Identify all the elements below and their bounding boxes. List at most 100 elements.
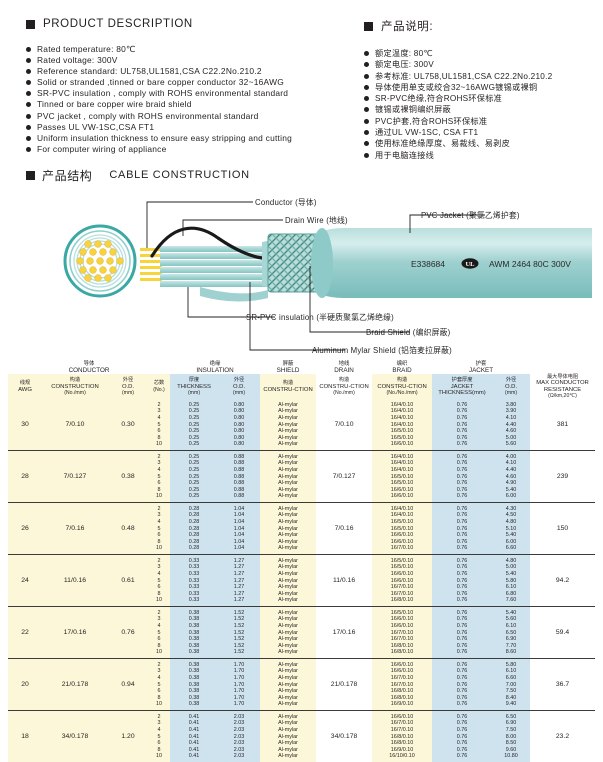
table-row: 18 34/0.178 1.20 2 3 4 5 6 8 10 0.41 0.41 0.41 0.41 0.…	[8, 710, 596, 762]
cell-jacket-thickness: 0.76 0.76 0.76 0.76 0.76 0.76 0.76	[432, 554, 493, 608]
round-bullet-icon	[26, 124, 31, 130]
col-cn: 芯数	[153, 380, 165, 387]
cell-shield: Al-mylar Al-mylar Al-mylar Al-mylar Al-mylar…	[260, 502, 317, 556]
specification-table: 导体 CONDUCTOR 绝缘 INSULATION 屏蔽 SHIELD 地线 …	[8, 360, 596, 762]
bullet-text: PVC护套,符合ROHS环保标准	[375, 116, 488, 126]
group-label-en: CONDUCTOR	[68, 366, 110, 374]
ins-thickness-stack: 0.38 0.38 0.38 0.38 0.38 0.38 0.38	[188, 609, 200, 656]
bullet-text: 使用标准绝缘厚度、易裁线、易剥皮	[375, 139, 511, 149]
col-cn: 构造	[396, 377, 408, 384]
list-item: Rated temperature: 80℃	[26, 44, 340, 55]
cell-resistance: 23.2	[530, 710, 596, 762]
col-cn: 外径	[505, 377, 517, 384]
cell-conductor-od: 0.94	[108, 658, 148, 712]
list-item: 导体使用单支或绞合32~16AWG镀锡或裸铜	[364, 82, 603, 93]
cell-insulation-thickness: 0.41 0.41 0.41 0.41 0.41 0.41 0.41	[170, 710, 219, 762]
cell-jacket-od: 4.00 4.10 4.40 4.60 4.90 5.40 6.00	[492, 450, 531, 504]
table-row: 20 21/0.178 0.94 2 3 4 5 6 8 10 0.38 0.38 0.38 0.38 0.…	[8, 658, 596, 712]
round-bullet-icon	[364, 96, 369, 102]
cell-conductor-construction: 7/0.16	[42, 502, 108, 556]
col-cn: 厚度	[188, 377, 200, 384]
col-en: CONSTRUCTION	[51, 383, 99, 390]
cable-construction-diagram: E338684 UL AWM 2464 80C 300V Conductor (…	[0, 186, 603, 361]
list-item: 使用标准绝缘厚度、易裁线、易剥皮	[364, 138, 603, 149]
bullet-text: Tinned or bare copper wire braid shield	[37, 99, 192, 110]
shield-stack: Al-mylar Al-mylar Al-mylar Al-mylar Al-mylar…	[278, 661, 298, 708]
group-label-cn: 屏蔽	[282, 360, 294, 367]
jacket-od-stack: 3.80 3.90 4.10 4.40 4.60 5.00 5.60	[505, 401, 517, 448]
cell-drain: 7/0.10	[316, 399, 373, 452]
cable-construction-header: 产品结构 CABLE CONSTRUCTION	[0, 161, 603, 184]
callout-leader-lines	[146, 201, 485, 351]
cell-conductor-construction: 21/0.178	[42, 658, 108, 712]
cell-shield: Al-mylar Al-mylar Al-mylar Al-mylar Al-mylar…	[260, 658, 317, 712]
ins-thickness-stack: 0.25 0.25 0.25 0.25 0.25 0.25 0.25	[188, 453, 200, 500]
jacket-thickness-stack: 0.76 0.76 0.76 0.76 0.76 0.76 0.76	[456, 661, 468, 708]
cores-stack: 2 3 4 5 6 8 10	[156, 661, 162, 708]
callout-drain-wire: Drain Wire (地线)	[285, 215, 348, 225]
round-bullet-icon	[364, 84, 369, 90]
callout-aluminum-mylar: Aluminum Mylar Shield (铝箔麦拉屏蔽)	[312, 345, 452, 355]
col-unit: (No./mm)	[64, 389, 86, 396]
specification-table-body: 30 7/0.10 0.30 2 3 4 5 6 8 10 0.25 0.25 0.25 0.25 0.25…	[8, 399, 596, 762]
col-awg: 线规 AWG	[8, 374, 42, 400]
jacket-od-stack: 4.00 4.10 4.40 4.60 4.90 5.40 6.00	[505, 453, 517, 500]
construction-title-cn: 产品结构	[42, 168, 93, 183]
cell-cores: 2 3 4 5 6 8 10	[148, 399, 171, 452]
cell-insulation-thickness: 0.38 0.38 0.38 0.38 0.38 0.38 0.38	[170, 606, 219, 660]
jacket-thickness-stack: 0.76 0.76 0.76 0.76 0.76 0.76 0.76	[456, 609, 468, 656]
square-bullet-icon	[26, 19, 35, 29]
col-en: THICKNESS	[177, 383, 211, 390]
cell-braid: 16/6/0.10 16/6/0.10 16/7/0.10 16/7/0.10 16/8…	[372, 658, 433, 712]
shield-stack: Al-mylar Al-mylar Al-mylar Al-mylar Al-mylar…	[278, 401, 298, 448]
ins-od-stack: 0.80 0.80 0.80 0.80 0.80 0.80 0.80	[233, 401, 245, 448]
list-item: 参考标准: UL758,UL1581,CSA C22.2No.210.2	[364, 71, 603, 82]
jacket-thickness-stack: 0.76 0.76 0.76 0.76 0.76 0.76 0.76	[456, 713, 468, 760]
group-label-en: BRAID	[392, 366, 412, 374]
braid-stack: 16/4/0.10 16/4/0.10 16/5/0.10 16/5/0.10 16/6…	[390, 505, 414, 552]
cell-drain: 7/0.127	[316, 450, 373, 504]
group-label-cn: 编织	[396, 360, 408, 367]
col-unit: (mm)	[187, 389, 201, 396]
ins-od-stack: 2.03 2.03 2.03 2.03 2.03 2.03 2.03	[233, 713, 245, 760]
jacket-od-stack: 5.80 6.10 6.60 7.00 7.50 8.40 9.40	[505, 661, 517, 708]
col-en: AWG	[18, 386, 32, 393]
list-item: 额定温度: 80℃	[364, 48, 603, 59]
bullet-text: Uniform insulation thickness to ensure e…	[37, 132, 293, 143]
pvc-jacket-shape	[320, 227, 592, 298]
round-bullet-icon	[26, 135, 31, 141]
round-bullet-icon	[26, 102, 31, 108]
list-item: Tinned or bare copper wire braid shield	[26, 99, 340, 110]
product-description-title-cn: 产品说明:	[364, 18, 603, 34]
list-item: PVC jacket , comply with ROHS environmen…	[26, 111, 340, 122]
cell-jacket-od: 6.50 6.90 7.50 8.00 8.50 9.60 10.80	[492, 710, 531, 762]
round-bullet-icon	[26, 58, 31, 64]
shield-stack: Al-mylar Al-mylar Al-mylar Al-mylar Al-mylar…	[278, 505, 298, 552]
description-chinese-column: 产品说明: 额定温度: 80℃ 额定电压: 300V 参考标准: UL758,U…	[340, 18, 603, 161]
cell-resistance: 239	[530, 450, 596, 504]
title-text: 产品说明:	[381, 21, 434, 33]
group-label-cn: 护套	[475, 360, 487, 367]
col-cn: 构造	[69, 377, 81, 384]
group-label-cn: 绝缘	[209, 360, 221, 367]
cable-construction-title: 产品结构 CABLE CONSTRUCTION	[26, 167, 603, 184]
jacket-od-stack: 5.40 5.60 6.10 6.50 6.90 7.70 8.60	[505, 609, 517, 656]
cell-conductor-od: 0.30	[108, 399, 148, 452]
col-cn: 最大导体电阻	[546, 374, 579, 381]
bullet-text: Passes UL VW-1SC,CSA FT1	[37, 121, 155, 132]
cell-awg: 26	[8, 502, 42, 556]
cell-conductor-construction: 34/0.178	[42, 710, 108, 762]
cell-insulation-od: 1.27 1.27 1.27 1.27 1.27 1.27 1.27	[218, 554, 261, 608]
cell-shield: Al-mylar Al-mylar Al-mylar Al-mylar Al-mylar…	[260, 606, 317, 660]
ins-thickness-stack: 0.38 0.38 0.38 0.38 0.38 0.38 0.38	[188, 661, 200, 708]
cell-jacket-thickness: 0.76 0.76 0.76 0.76 0.76 0.76 0.76	[432, 502, 493, 556]
round-bullet-icon	[364, 73, 369, 79]
cell-conductor-od: 0.48	[108, 502, 148, 556]
awm-rating-text: AWM 2464 80C 300V	[489, 259, 571, 269]
construction-title-en: CABLE CONSTRUCTION	[109, 169, 250, 182]
col-cn: 外径	[233, 377, 245, 384]
bullet-text: 额定温度: 80℃	[375, 49, 433, 58]
shield-stack: Al-mylar Al-mylar Al-mylar Al-mylar Al-mylar…	[278, 453, 298, 500]
col-cn: 构造	[338, 377, 350, 384]
cell-resistance: 381	[530, 399, 596, 452]
